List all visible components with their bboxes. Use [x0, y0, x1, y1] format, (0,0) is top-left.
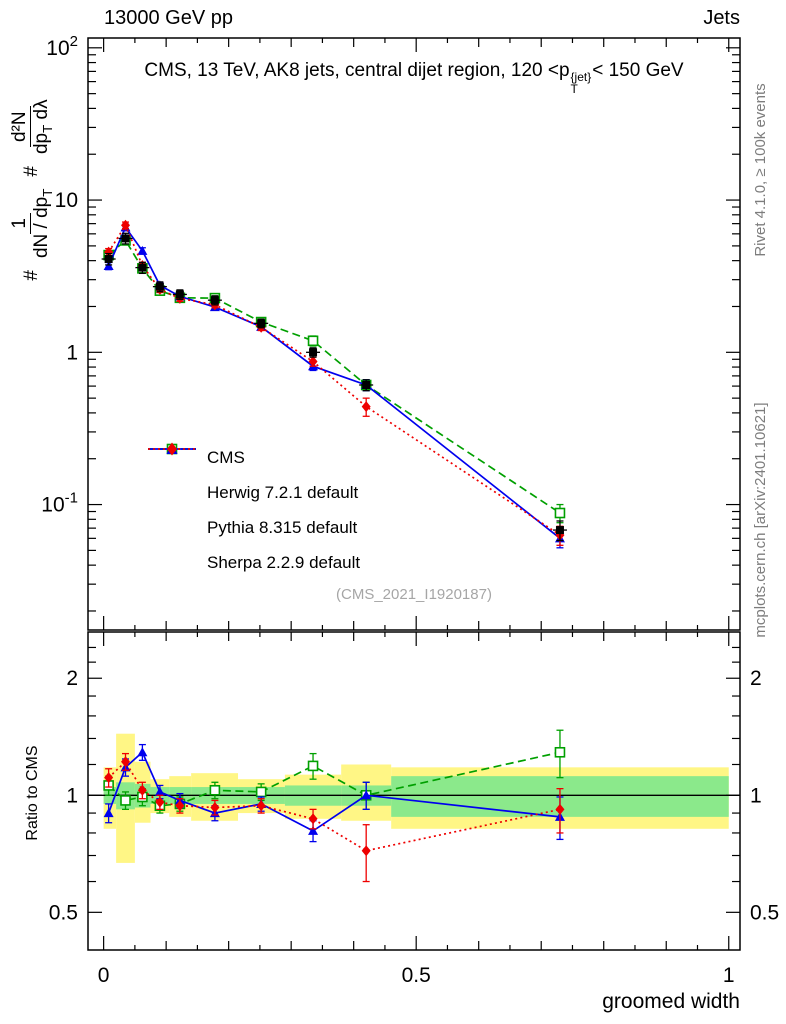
plot-title: CMS, 13 TeV, AK8 jets, central dijet reg…	[70, 60, 758, 95]
ratio-y-axis-label: Ratio to CMS	[24, 745, 41, 841]
legend-item-herwig: Herwig 7.2.1 default	[148, 443, 360, 510]
legend-label-sherpa: Sherpa 2.2.9 default	[207, 552, 361, 572]
plot-title-post: < 150 GeV	[592, 60, 684, 81]
svg-text:1: 1	[750, 784, 762, 807]
svg-text:0.5: 0.5	[750, 901, 779, 924]
svg-text:0.5: 0.5	[49, 901, 78, 924]
legend-label-pythia: Pythia 8.315 default	[207, 517, 358, 537]
svg-text:10: 10	[55, 189, 78, 212]
plot-title-sub: T	[570, 81, 578, 96]
watermark: (CMS_2021_I1920187)	[336, 586, 492, 603]
svg-text:1: 1	[66, 784, 78, 807]
sherpa-marker-icon	[148, 442, 196, 572]
herwig-marker-icon	[148, 443, 196, 502]
ratio-panel-series	[103, 729, 566, 883]
ylabel-hash-1: #	[21, 270, 42, 281]
ylabel-frac2-den: dpT dλ	[31, 99, 56, 155]
ylabel-hash-2: #	[21, 166, 42, 177]
ylabel-frac1-den: dN / dpT	[31, 188, 56, 259]
svg-text:0: 0	[98, 964, 110, 987]
legend: CMS Herwig 7.2.1 default Pythia 8.315 de…	[148, 440, 360, 580]
svg-text:1: 1	[723, 964, 735, 987]
ratio-uncertainty-bands	[88, 733, 740, 863]
legend-label-herwig: Herwig 7.2.1 default	[207, 482, 359, 502]
main-y-axis-label: # 1 dN / dpT # d²N dpT dλ	[0, 30, 64, 350]
ylabel-frac2-num: d²N	[8, 106, 32, 148]
plot-title-sup: {jet}	[570, 70, 592, 85]
svg-text:2: 2	[66, 667, 78, 690]
ylabel-frac1-num: 1	[8, 213, 32, 234]
pythia-marker-icon	[148, 443, 196, 537]
ylabel-fraction-2: d²N dpT dλ	[8, 99, 56, 155]
svg-text:0.5: 0.5	[402, 964, 431, 987]
ylabel-fraction-1: 1 dN / dpT	[8, 188, 56, 259]
rivet-version-note: Rivet 4.1.0, ≥ 100k events	[752, 83, 769, 257]
pt-jet-subsup: {jet} T	[570, 70, 592, 96]
svg-text:2: 2	[750, 667, 762, 690]
x-axis-label: groomed width	[602, 990, 740, 1013]
analysis-topic-label: Jets	[703, 7, 740, 29]
mcplots-arxiv-note: mcplots.cern.ch [arXiv:2401.10621]	[752, 402, 769, 638]
legend-item-pythia: Pythia 8.315 default	[148, 443, 360, 545]
svg-text:1: 1	[66, 341, 78, 364]
svg-text:10-1: 10-1	[41, 490, 78, 517]
legend-label-cms: CMS	[207, 447, 245, 467]
main-panel-series	[101, 219, 567, 549]
plot-title-pre: CMS, 13 TeV, AK8 jets, central dijet reg…	[144, 60, 570, 81]
beam-energy-label: 13000 GeV pp	[104, 7, 233, 29]
legend-item-sherpa: Sherpa 2.2.9 default	[148, 442, 361, 580]
